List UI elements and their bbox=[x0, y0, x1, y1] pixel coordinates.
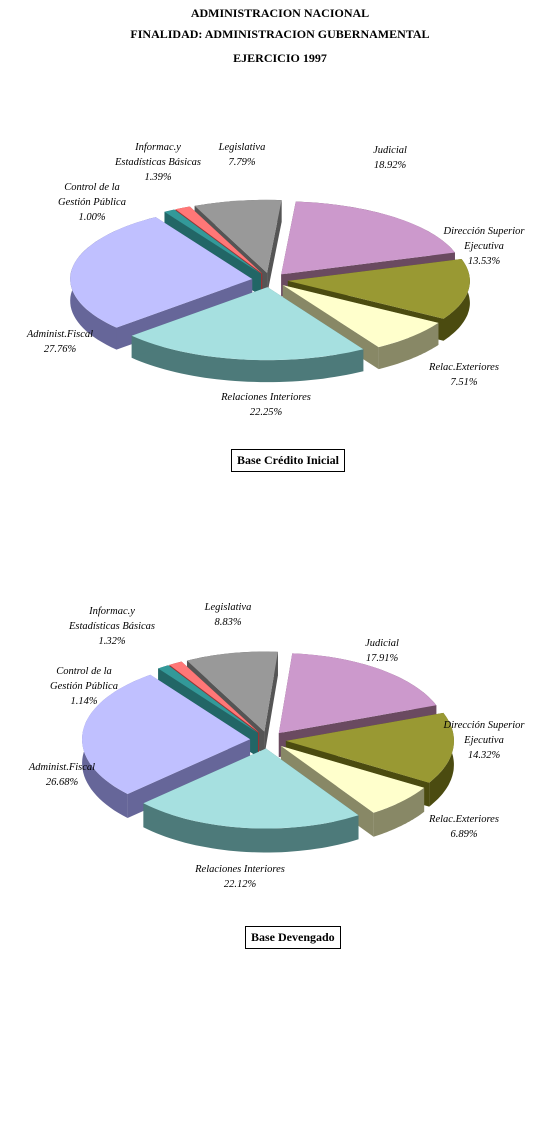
slice-top-judicial bbox=[278, 653, 437, 734]
label-line: Relac.Exteriores bbox=[428, 362, 499, 373]
slice-top-relaciones-interiores bbox=[131, 287, 364, 361]
label-relaciones-interiores: Relaciones Interiores 22.25% bbox=[220, 392, 311, 418]
chart-caption-devengado: Base Devengado bbox=[245, 926, 341, 949]
label-line: Dirección Superior bbox=[443, 720, 526, 731]
label-legislativa: Legislativa 8.83% bbox=[204, 602, 252, 628]
pie-chart-devengado: Judicial 17.91% Dirección Superior Ejecutiv… bbox=[28, 602, 526, 890]
label-line: 13.53% bbox=[468, 256, 501, 267]
label-line: Informac.y bbox=[134, 142, 181, 153]
label-line: Ejecutiva bbox=[463, 735, 504, 746]
label-line: 22.12% bbox=[224, 879, 257, 890]
label-direccion-superior-ejecutiva: Dirección Superior Ejecutiva 14.32% bbox=[443, 720, 526, 761]
slice-top-direccion-superior-ejecutiva bbox=[285, 712, 454, 783]
pie-sides bbox=[70, 199, 470, 383]
label-line: Estadísticas Básicas bbox=[114, 157, 201, 168]
label-line: 18.92% bbox=[374, 160, 407, 171]
label-line: Judicial bbox=[365, 638, 399, 649]
label-line: Control de la bbox=[64, 182, 120, 193]
label-line: 1.14% bbox=[70, 696, 97, 707]
label-control-de-la-gestion-publica: Control de la Gestión Pública 1.14% bbox=[50, 666, 118, 707]
label-line: 14.32% bbox=[468, 750, 501, 761]
label-line: Gestión Pública bbox=[50, 681, 118, 692]
label-line: Informac.y bbox=[88, 606, 135, 617]
label-administ-fiscal: Administ.Fiscal 27.76% bbox=[26, 329, 93, 355]
pie-labels: Judicial 18.92% Dirección Superior Ejecutiv… bbox=[26, 142, 526, 418]
label-line: Gestión Pública bbox=[58, 197, 126, 208]
label-line: 1.32% bbox=[98, 636, 125, 647]
slice-top-informac-y-estadisticas-basicas bbox=[169, 661, 260, 733]
label-control-de-la-gestion-publica: Control de la Gestión Pública 1.00% bbox=[58, 182, 126, 223]
slice-relaciones-interiores bbox=[143, 748, 359, 853]
slice-top-informac-y-estadisticas-basicas bbox=[175, 206, 263, 274]
label-relaciones-interiores: Relaciones Interiores 22.12% bbox=[194, 864, 285, 890]
slice-top-control-de-la-gestion-publica bbox=[158, 665, 258, 733]
label-direccion-superior-ejecutiva: Dirección Superior Ejecutiva 13.53% bbox=[443, 226, 526, 267]
slice-top-legislativa bbox=[187, 651, 278, 732]
label-line: Control de la bbox=[56, 666, 112, 677]
label-line: 7.51% bbox=[450, 377, 477, 388]
slice-top-relac-exteriores bbox=[282, 285, 439, 348]
label-relac-exteriores: Relac.Exteriores 7.51% bbox=[428, 362, 499, 388]
label-judicial: Judicial 17.91% bbox=[365, 638, 399, 664]
label-line: Estadísticas Básicas bbox=[68, 621, 155, 632]
label-line: 1.39% bbox=[144, 172, 171, 183]
pie-sides bbox=[82, 651, 454, 853]
report-subtitle: FINALIDAD: ADMINISTRACION GUBERNAMENTAL bbox=[130, 27, 430, 41]
label-line: Relaciones Interiores bbox=[220, 392, 311, 403]
label-line: Dirección Superior bbox=[443, 226, 526, 237]
slice-top-legislativa bbox=[194, 199, 282, 273]
slice-top-administ-fiscal bbox=[82, 674, 251, 794]
label-line: Administ.Fiscal bbox=[26, 329, 93, 340]
label-line: 26.68% bbox=[46, 777, 79, 788]
chart-caption-credito-inicial: Base Crédito Inicial bbox=[231, 449, 345, 472]
slice-top-direccion-superior-ejecutiva bbox=[287, 259, 470, 319]
label-line: Relaciones Interiores bbox=[194, 864, 285, 875]
label-line: Ejecutiva bbox=[463, 241, 504, 252]
label-line: Judicial bbox=[373, 145, 407, 156]
pie-chart-credito-inicial: Judicial 18.92% Dirección Superior Ejecutiv… bbox=[26, 142, 526, 418]
label-line: 27.76% bbox=[44, 344, 77, 355]
label-relac-exteriores: Relac.Exteriores 6.89% bbox=[428, 814, 499, 840]
label-judicial: Judicial 18.92% bbox=[373, 145, 407, 171]
label-line: 1.00% bbox=[78, 212, 105, 223]
label-line: 8.83% bbox=[214, 617, 241, 628]
label-informac-y-estadisticas-basicas: Informac.y Estadísticas Básicas 1.32% bbox=[68, 606, 155, 647]
slice-top-judicial bbox=[281, 201, 455, 275]
label-line: 17.91% bbox=[366, 653, 399, 664]
label-line: Administ.Fiscal bbox=[28, 762, 95, 773]
label-line: 6.89% bbox=[450, 829, 477, 840]
label-administ-fiscal: Administ.Fiscal 26.68% bbox=[28, 762, 95, 788]
label-line: Legislativa bbox=[218, 142, 266, 153]
slice-top-relac-exteriores bbox=[280, 745, 425, 813]
label-legislativa: Legislativa 7.79% bbox=[218, 142, 266, 168]
slice-top-administ-fiscal bbox=[70, 217, 253, 328]
label-line: Relac.Exteriores bbox=[428, 814, 499, 825]
report-title: ADMINISTRACION NACIONAL bbox=[190, 6, 370, 20]
slice-top-relaciones-interiores bbox=[143, 748, 359, 829]
report-year: EJERCICIO 1997 bbox=[233, 51, 327, 65]
label-line: 22.25% bbox=[250, 407, 283, 418]
label-informac-y-estadisticas-basicas: Informac.y Estadísticas Básicas 1.39% bbox=[114, 142, 201, 183]
label-line: 7.79% bbox=[228, 157, 255, 168]
slice-relac-exteriores bbox=[280, 745, 425, 837]
pie-labels: Judicial 17.91% Dirección Superior Ejecutiv… bbox=[28, 602, 526, 890]
slice-relaciones-interiores bbox=[131, 287, 364, 383]
label-line: Legislativa bbox=[204, 602, 252, 613]
slice-top-control-de-la-gestion-publica bbox=[164, 209, 261, 274]
